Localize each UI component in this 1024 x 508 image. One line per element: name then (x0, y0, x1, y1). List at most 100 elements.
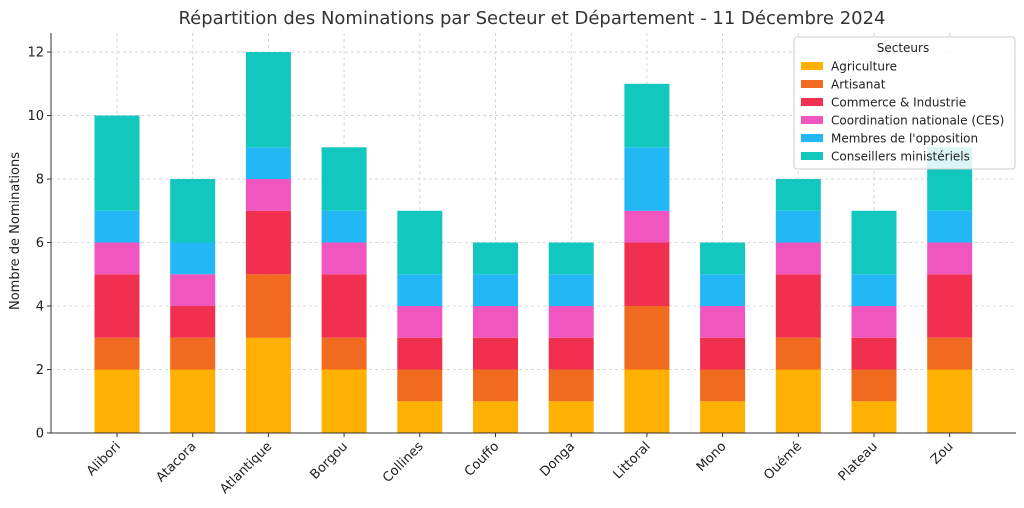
x-tick-label: Atlantique (217, 439, 275, 497)
bar-segment (321, 369, 367, 433)
legend: Secteurs Agriculture Artisanat Commerce & … (793, 36, 1016, 170)
bar-segment (927, 242, 973, 275)
bar-segment (170, 179, 216, 243)
bar-segment (473, 369, 518, 402)
bar-segment (245, 147, 291, 180)
bar-segment (851, 210, 897, 275)
bar-segment (851, 274, 897, 307)
bar-segment (170, 274, 216, 307)
legend-swatch (801, 116, 823, 124)
bar-segment (548, 242, 594, 275)
bar-segment (700, 369, 746, 402)
x-tick-label: Zou (928, 439, 956, 467)
bar-segment (700, 274, 746, 307)
legend-label: Coordination nationale (CES) (831, 114, 1004, 128)
bar-segment (170, 306, 216, 338)
bar-segment (700, 306, 746, 338)
bar-segment (624, 210, 670, 243)
bar-segment (700, 242, 746, 275)
bar-segment (775, 337, 821, 370)
x-tick-label: Couffo (462, 439, 502, 479)
bar-segment (245, 274, 291, 338)
legend-label: Conseillers ministériels (831, 150, 970, 164)
bar-segment (624, 242, 670, 307)
bar-segment (170, 337, 216, 370)
y-tick-label: 6 (36, 236, 44, 251)
legend-swatch (801, 98, 823, 106)
bar-segment (624, 83, 670, 148)
y-tick-label: 12 (27, 46, 44, 61)
bar-segment (94, 115, 140, 211)
y-tick-label: 10 (27, 109, 44, 124)
legend-label: Artisanat (831, 78, 886, 92)
bar-segment (397, 306, 443, 338)
bars (94, 52, 973, 433)
x-tick-label: Alibori (84, 439, 124, 479)
legend-title: Secteurs (877, 41, 929, 55)
bar-segment (851, 369, 897, 402)
bar-segment (624, 306, 670, 370)
legend-swatch (801, 80, 823, 88)
bar-segment (170, 242, 216, 275)
bar-segment (927, 369, 973, 433)
bar-segment (397, 274, 443, 307)
legend-swatch (801, 62, 823, 70)
bar-segment (397, 337, 443, 370)
x-tick-label: Atacora (153, 439, 199, 485)
bar-segment (927, 274, 973, 338)
y-axis-label: Nombre de Nominations (8, 152, 23, 310)
bar-segment (775, 242, 821, 275)
x-tick-label: Collines (380, 439, 427, 486)
bar-segment (851, 337, 897, 370)
bar-segment (321, 210, 367, 243)
bar-segment (775, 274, 821, 338)
x-tick-label: Donga (537, 439, 578, 480)
bar-segment (397, 401, 443, 433)
x-tick-label: Littoral (611, 439, 654, 482)
bar-segment (170, 369, 216, 433)
bar-segment (94, 369, 140, 433)
bar-segment (700, 401, 746, 433)
bar-segment (321, 147, 367, 211)
axes (50, 33, 1016, 434)
legend-label: Commerce & Industrie (831, 96, 966, 110)
x-tick-label: Borgou (307, 439, 350, 482)
bar-segment (397, 210, 443, 275)
bar-segment (548, 274, 594, 307)
bar-segment (700, 337, 746, 370)
legend-swatch (801, 152, 823, 160)
bar-segment (245, 179, 291, 211)
bar-segment (397, 369, 443, 402)
y-tick-label: 0 (36, 427, 44, 442)
bar-segment (321, 274, 367, 338)
bar-segment (245, 210, 291, 275)
y-tick-labels: 0 2 4 6 8 10 12 (27, 46, 51, 442)
bar-segment (94, 274, 140, 338)
bar-segment (775, 369, 821, 433)
bar-segment (245, 52, 291, 148)
legend-label: Agriculture (831, 60, 897, 74)
bar-segment (94, 210, 140, 243)
bar-segment (927, 210, 973, 243)
bar-segment (245, 337, 291, 433)
bar-segment (927, 337, 973, 370)
x-tick-label: Plateau (836, 439, 881, 484)
legend-swatch (801, 134, 823, 142)
bar-segment (775, 179, 821, 211)
bar-segment (548, 337, 594, 370)
bar-segment (473, 306, 518, 338)
legend-label: Membres de l'opposition (831, 132, 978, 146)
bar-segment (473, 401, 518, 433)
bar-segment (548, 369, 594, 402)
x-tick-label: Ouémé (761, 439, 805, 483)
y-tick-label: 2 (36, 363, 44, 378)
bar-segment (851, 306, 897, 338)
chart-title: Répartition des Nominations par Secteur … (178, 8, 885, 29)
bar-segment (548, 401, 594, 433)
bar-segment (548, 306, 594, 338)
x-tick-labels: Alibori Atacora Atlantique Borgou Collines Co… (84, 433, 957, 497)
legend-box (793, 36, 1016, 170)
bar-segment (321, 337, 367, 370)
bar-segment (775, 210, 821, 243)
